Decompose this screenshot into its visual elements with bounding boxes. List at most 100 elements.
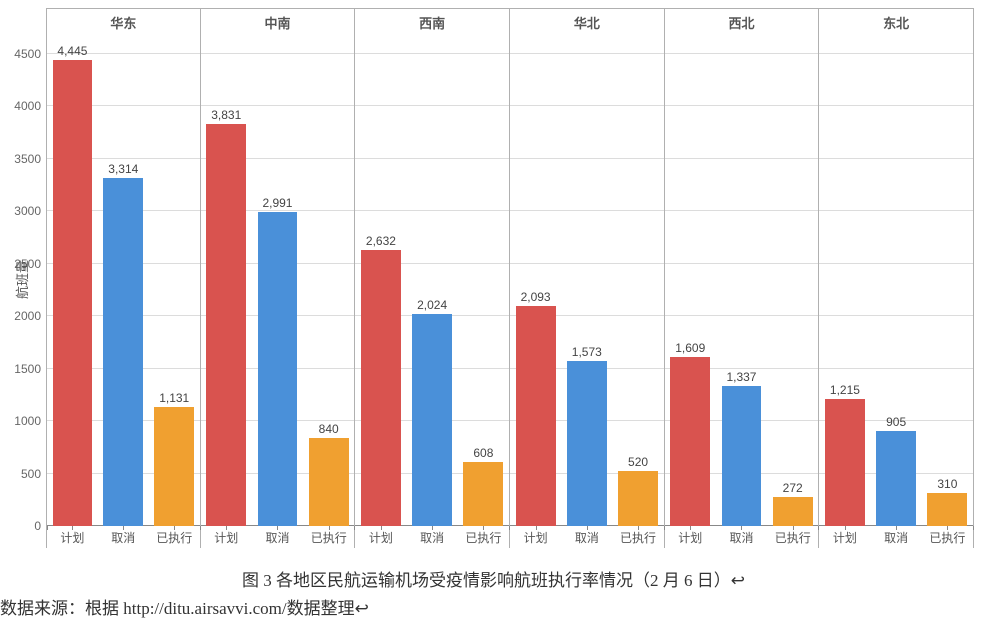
y-tick-label: 1500 bbox=[14, 362, 47, 376]
gridline bbox=[355, 53, 509, 54]
category-tick bbox=[123, 526, 124, 530]
category-label: 计划 bbox=[355, 529, 406, 546]
gridline bbox=[355, 105, 509, 106]
bar-计划: 4,445 bbox=[53, 60, 93, 526]
gridline bbox=[819, 263, 973, 264]
y-tick-label: 2000 bbox=[14, 309, 47, 323]
bar-value-label: 2,024 bbox=[392, 298, 472, 314]
category-label: 计划 bbox=[819, 529, 870, 546]
panel-华东: 华东0500100015002000250030003500400045004,… bbox=[46, 8, 201, 548]
panel-西北: 西北1,6091,337272 计划取消已执行 bbox=[665, 8, 820, 548]
panel-东北: 东北1,215905310计划取消已执行 bbox=[819, 8, 974, 548]
bar-value-label: 1,609 bbox=[650, 341, 730, 357]
figure-container: 华东0500100015002000250030003500400045004,… bbox=[0, 0, 987, 628]
chart-area: 华东0500100015002000250030003500400045004,… bbox=[46, 8, 974, 548]
category-tick bbox=[277, 526, 278, 530]
gridline bbox=[665, 315, 819, 316]
gridline bbox=[201, 53, 355, 54]
category-tick bbox=[226, 526, 227, 530]
category-tick bbox=[638, 526, 639, 530]
panel-华北: 华北2,0931,573520计划取消已执行 bbox=[510, 8, 665, 548]
category-label: 计划 bbox=[510, 529, 561, 546]
gridline bbox=[819, 315, 973, 316]
y-tick-label: 3500 bbox=[14, 152, 47, 166]
gridline bbox=[665, 263, 819, 264]
panel-title: 华北 bbox=[510, 13, 664, 32]
bar-取消: 3,314 bbox=[103, 178, 143, 526]
category-label: 取消 bbox=[252, 529, 303, 546]
gridline bbox=[355, 158, 509, 159]
y-tick-label: 3000 bbox=[14, 204, 47, 218]
gridline bbox=[510, 263, 664, 264]
gridline bbox=[201, 105, 355, 106]
y-tick-label: 1000 bbox=[14, 414, 47, 428]
gridline bbox=[819, 210, 973, 211]
bar-已执行: 310 bbox=[927, 493, 967, 526]
category-label: 已执行 bbox=[922, 529, 973, 546]
plot-area: 0500100015002000250030003500400045004,44… bbox=[47, 33, 200, 526]
panel-西南: 西南2,6322,024608计划取消已执行 bbox=[355, 8, 510, 548]
bar-已执行: 520 bbox=[618, 471, 658, 526]
gridline bbox=[819, 368, 973, 369]
category-tick bbox=[690, 526, 691, 530]
category-label: 计划 bbox=[201, 529, 252, 546]
bar-value-label: 1,215 bbox=[805, 383, 885, 399]
gridline bbox=[665, 53, 819, 54]
category-label: 计划 bbox=[47, 529, 98, 546]
bar-计划: 3,831 bbox=[206, 124, 246, 526]
category-tick bbox=[587, 526, 588, 530]
bar-value-label: 3,314 bbox=[84, 162, 163, 178]
bar-取消: 1,337 bbox=[722, 386, 762, 526]
gridline bbox=[510, 105, 664, 106]
category-label: 已执行 bbox=[612, 529, 663, 546]
category-label: 取消 bbox=[716, 529, 767, 546]
bar-value-label: 4,445 bbox=[33, 44, 112, 60]
plot-area: 2,6322,024608 bbox=[355, 33, 509, 526]
category-label: 取消 bbox=[98, 529, 149, 546]
bar-已执行: 1,131 bbox=[154, 407, 194, 526]
plot-area: 1,215905310 bbox=[819, 33, 973, 526]
category-label: 取消 bbox=[871, 529, 922, 546]
category-tick bbox=[896, 526, 897, 530]
gridline bbox=[665, 158, 819, 159]
bar-value-label: 1,337 bbox=[702, 370, 782, 386]
plot-area: 3,8312,991840 bbox=[201, 33, 355, 526]
panel-title: 华东 bbox=[47, 13, 200, 32]
category-tick bbox=[329, 526, 330, 530]
bar-已执行: 608 bbox=[463, 462, 503, 526]
category-tick bbox=[381, 526, 382, 530]
bar-计划: 2,093 bbox=[516, 306, 556, 526]
plot-area: 1,6091,337272 bbox=[665, 33, 819, 526]
panel-title: 西南 bbox=[355, 13, 509, 32]
category-label: 已执行 bbox=[767, 529, 818, 546]
bar-value-label: 905 bbox=[856, 415, 936, 431]
gridline bbox=[819, 158, 973, 159]
category-tick bbox=[845, 526, 846, 530]
category-tick bbox=[72, 526, 73, 530]
bar-value-label: 1,573 bbox=[547, 345, 627, 361]
category-label: 取消 bbox=[561, 529, 612, 546]
y-tick-label: 4000 bbox=[14, 99, 47, 113]
panel-title: 中南 bbox=[201, 13, 355, 32]
category-tick bbox=[793, 526, 794, 530]
gridline bbox=[510, 53, 664, 54]
bar-value-label: 2,093 bbox=[496, 290, 576, 306]
gridline bbox=[355, 210, 509, 211]
bar-取消: 2,991 bbox=[258, 212, 298, 526]
bar-value-label: 2,991 bbox=[238, 196, 318, 212]
category-label: 计划 bbox=[665, 529, 716, 546]
panel-title: 东北 bbox=[819, 13, 973, 32]
category-tick bbox=[483, 526, 484, 530]
data-source: 数据来源：根据 http://ditu.airsavvi.com/数据整理↩ bbox=[0, 594, 369, 619]
gridline bbox=[665, 105, 819, 106]
panel-title: 西北 bbox=[665, 13, 819, 32]
gridline bbox=[665, 210, 819, 211]
category-label: 取消 bbox=[407, 529, 458, 546]
bar-value-label: 2,632 bbox=[341, 234, 421, 250]
category-tick bbox=[536, 526, 537, 530]
category-label: 已执行 bbox=[458, 529, 509, 546]
bar-取消: 1,573 bbox=[567, 361, 607, 526]
category-label: 已执行 bbox=[303, 529, 354, 546]
category-tick bbox=[174, 526, 175, 530]
bar-value-label: 3,831 bbox=[186, 108, 266, 124]
